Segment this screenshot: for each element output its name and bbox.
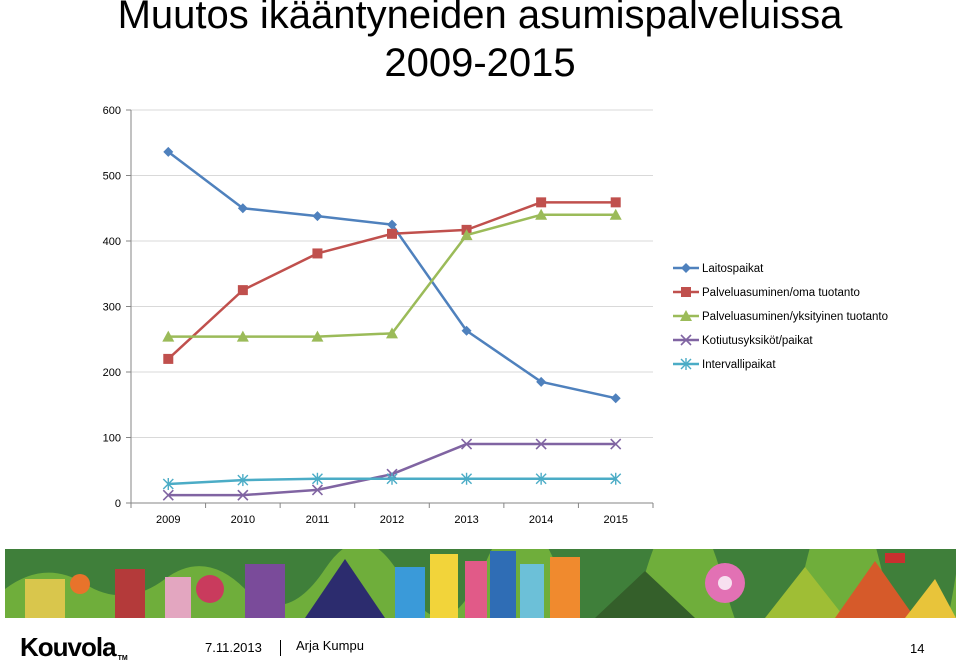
data-point xyxy=(162,489,174,501)
data-point xyxy=(610,197,621,208)
data-point xyxy=(236,330,249,342)
data-point xyxy=(311,484,323,496)
y-tick-label: 100 xyxy=(103,433,121,445)
data-point xyxy=(536,376,547,387)
data-point xyxy=(535,438,547,450)
data-point xyxy=(609,208,622,220)
data-point xyxy=(163,146,174,157)
slide-subtitle: 2009-2015 xyxy=(384,41,576,85)
y-tick-label: 500 xyxy=(103,171,121,183)
y-tick-label: 200 xyxy=(103,367,121,379)
legend-marker xyxy=(681,263,691,273)
data-point xyxy=(610,393,621,404)
series-4 xyxy=(162,438,622,501)
footer-author: Arja Kumpu xyxy=(296,638,364,653)
legend-label: Palveluasuminen/yksityinen tuotanto xyxy=(702,311,888,323)
page-number: 14 xyxy=(910,641,925,656)
x-tick-label: 2011 xyxy=(306,514,330,526)
legend-label: Palveluasuminen/oma tuotanto xyxy=(702,287,860,299)
data-point xyxy=(536,197,547,208)
legend-marker xyxy=(681,287,691,297)
series-5 xyxy=(162,472,622,491)
footer-divider xyxy=(280,640,281,656)
data-point xyxy=(461,438,473,450)
legend-label: Kotiutusyksiköt/paikat xyxy=(702,335,813,347)
grid-lines xyxy=(131,109,653,438)
data-point xyxy=(162,330,175,342)
legend-label: Intervallipaikat xyxy=(702,359,776,371)
data-point xyxy=(237,474,249,487)
data-point xyxy=(461,325,472,336)
data-point xyxy=(386,472,398,485)
data-point xyxy=(312,248,323,259)
data-point xyxy=(386,327,398,339)
x-tick-label: 2015 xyxy=(603,514,627,526)
data-point xyxy=(387,228,397,239)
data-point xyxy=(460,229,473,241)
x-tick-label: 2009 xyxy=(156,514,180,526)
data-point xyxy=(237,285,248,296)
y-tick-label: 300 xyxy=(103,302,121,314)
decorative-banner xyxy=(5,549,956,618)
axis-ticks: 0 100 200 300 400 500 600 2009 2010 2011 2012 2013 2… xyxy=(103,105,654,526)
legend-item: Laitospaikat xyxy=(673,263,764,275)
data-point xyxy=(311,330,324,342)
legend-item: Intervallipaikat xyxy=(673,358,776,371)
x-tick-label: 2013 xyxy=(454,514,478,526)
data-point xyxy=(387,219,397,230)
data-point xyxy=(163,353,174,364)
y-tick-label: 600 xyxy=(103,105,121,117)
x-tick-label: 2010 xyxy=(231,514,255,526)
data-point xyxy=(237,203,248,214)
data-point xyxy=(237,489,249,501)
legend-marker xyxy=(680,358,692,370)
slide-title: Muutos ikääntyneiden asumispalveluissa xyxy=(117,0,843,37)
legend-label: Laitospaikat xyxy=(702,263,764,275)
x-tick-label: 2012 xyxy=(380,514,404,526)
data-point xyxy=(461,472,473,485)
kouvola-logo: Kouvola TM xyxy=(20,632,128,663)
legend-marker xyxy=(680,310,692,321)
series-1 xyxy=(163,146,621,404)
chart-legend: Laitospaikat Palveluasuminen/oma tuotanto… xyxy=(673,263,888,371)
data-point xyxy=(312,211,323,222)
series-group xyxy=(162,146,622,501)
data-point xyxy=(162,478,174,491)
series-3 xyxy=(162,208,622,342)
city-collage-illustration xyxy=(5,549,956,618)
legend-item: Kotiutusyksiköt/paikat xyxy=(673,334,813,347)
logo-text: Kouvola xyxy=(20,632,117,662)
data-point xyxy=(610,438,622,450)
logo-trademark: TM xyxy=(117,655,128,662)
y-tick-label: 0 xyxy=(115,498,121,510)
legend-item: Palveluasuminen/oma tuotanto xyxy=(673,287,860,299)
footer-date: 7.11.2013 xyxy=(205,640,262,655)
data-point xyxy=(535,472,547,485)
data-point xyxy=(610,472,622,485)
series-line xyxy=(168,442,616,497)
data-point xyxy=(311,472,323,485)
line-chart: 0 100 200 300 400 500 600 2009 2010 2011 2012 2013 2… xyxy=(103,105,888,526)
legend-item: Palveluasuminen/yksityinen tuotanto xyxy=(673,310,888,323)
series-line xyxy=(167,150,616,400)
legend-marker xyxy=(680,334,692,346)
data-point xyxy=(535,208,548,220)
y-tick-label: 400 xyxy=(103,236,121,248)
x-tick-label: 2014 xyxy=(529,514,553,526)
